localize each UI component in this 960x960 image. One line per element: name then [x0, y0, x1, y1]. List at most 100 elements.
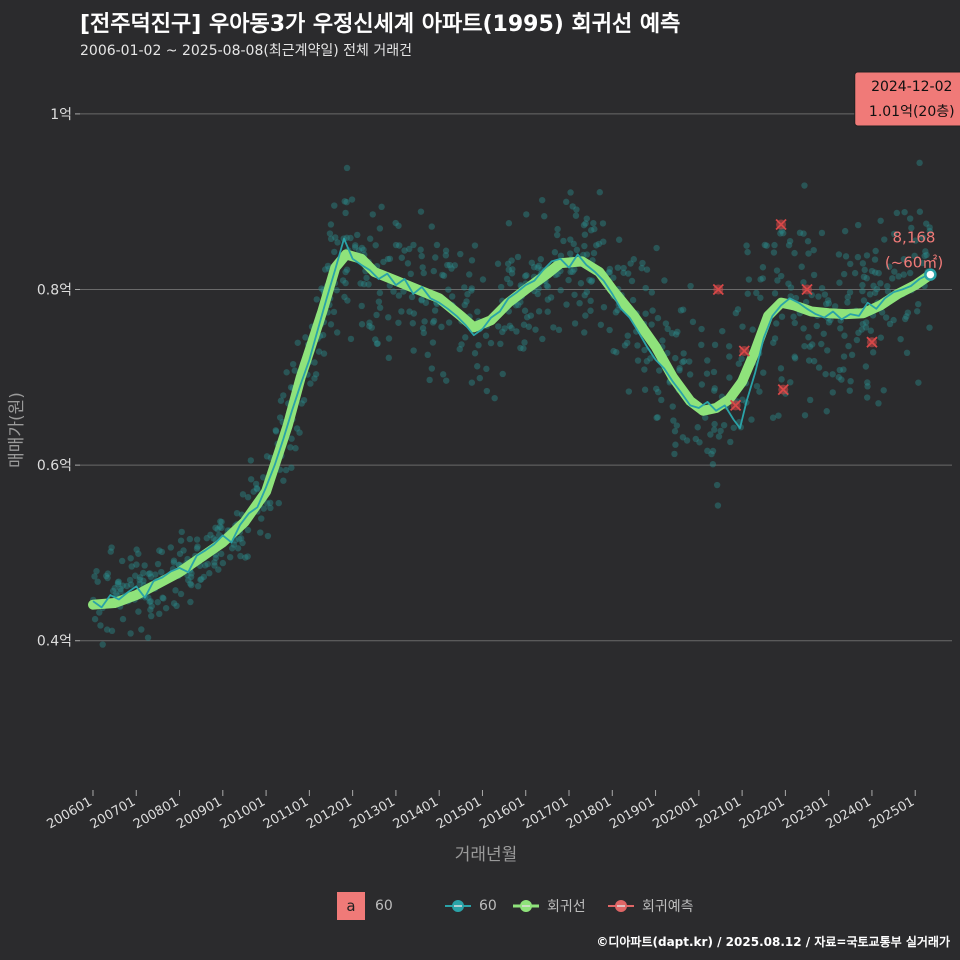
scatter-point — [890, 230, 898, 238]
scatter-point — [476, 374, 484, 382]
scatter-point — [704, 357, 711, 364]
scatter-point — [625, 388, 633, 395]
scatter-point — [864, 379, 871, 386]
x-tick-label: 200601 — [44, 794, 94, 832]
scatter-point — [720, 421, 728, 429]
scatter-point — [571, 320, 579, 327]
scatter-point — [508, 270, 516, 277]
scatter-point — [237, 552, 244, 560]
scatter-point — [351, 244, 359, 251]
scatter-point — [913, 308, 921, 315]
scatter-point — [296, 429, 303, 436]
scatter-point — [715, 433, 723, 440]
scatter-point — [709, 461, 717, 468]
scatter-point — [534, 290, 541, 298]
x-tick-label: 201301 — [347, 794, 397, 832]
scatter-point — [247, 457, 255, 464]
scatter-point — [302, 334, 309, 341]
scatter-point — [590, 249, 598, 257]
scatter-point — [661, 277, 668, 284]
scatter-point — [597, 321, 605, 328]
scatter-point — [926, 224, 933, 231]
scatter-point — [877, 217, 884, 224]
scatter-point — [333, 287, 340, 294]
scatter-point — [456, 345, 463, 353]
scatter-point — [332, 234, 339, 241]
scatter-point — [288, 464, 295, 471]
scatter-point — [614, 306, 621, 314]
scatter-point — [886, 320, 894, 328]
scatter-point — [714, 502, 722, 509]
scatter-point — [202, 562, 209, 569]
scatter-point — [147, 606, 154, 613]
scatter-point — [212, 554, 220, 562]
scatter-point — [428, 365, 436, 372]
scatter-point — [483, 365, 490, 373]
scatter-point — [664, 325, 671, 333]
scatter-point — [581, 231, 589, 238]
scatter-point — [557, 287, 564, 294]
scatter-point — [822, 300, 830, 308]
scatter-point — [333, 329, 341, 336]
scatter-point — [449, 293, 456, 300]
scatter-point — [686, 371, 694, 378]
scatter-point — [581, 242, 588, 250]
x-tick-label: 200901 — [174, 794, 224, 832]
scatter-point — [445, 319, 453, 326]
scatter-point — [376, 289, 384, 297]
scatter-point — [668, 329, 676, 337]
scatter-point — [339, 277, 347, 284]
scatter-point — [136, 580, 143, 588]
scatter-point — [331, 202, 338, 209]
x-tick-label: 201501 — [434, 794, 484, 832]
scatter-point — [214, 526, 221, 533]
scatter-point — [739, 323, 746, 330]
scatter-point — [547, 294, 555, 301]
scatter-point — [204, 560, 211, 568]
scatter-point — [378, 203, 385, 211]
scatter-point — [753, 382, 761, 390]
scatter-point — [99, 641, 106, 648]
scatter-point — [503, 275, 511, 283]
scatter-point — [497, 340, 504, 348]
scatter-point — [854, 253, 862, 261]
scatter-point — [360, 246, 367, 253]
scatter-point — [400, 288, 407, 295]
scatter-point — [624, 332, 631, 339]
scatter-point — [757, 294, 764, 301]
y-tick-label: 1억 — [50, 107, 72, 123]
scatter-point — [127, 555, 134, 562]
scatter-point — [244, 526, 252, 534]
scatter-point — [401, 247, 408, 254]
scatter-point — [647, 355, 654, 362]
scatter-point — [324, 262, 332, 270]
scatter-point — [206, 570, 213, 577]
scatter-point — [583, 288, 591, 296]
scatter-point — [595, 240, 603, 248]
scatter-point — [796, 229, 804, 237]
x-tick-label: 202401 — [823, 794, 873, 832]
scatter-point — [900, 271, 907, 278]
scatter-point — [836, 366, 843, 374]
scatter-point — [634, 342, 641, 349]
grid-lines — [75, 113, 952, 796]
x-tick-label: 201701 — [521, 794, 571, 832]
scatter-point — [418, 297, 425, 304]
scatter-point — [114, 580, 122, 588]
scatter-point — [836, 279, 843, 286]
scatter-point — [341, 293, 348, 301]
scatter-point — [200, 573, 208, 581]
scatter-point — [656, 367, 663, 374]
scatter-point — [180, 547, 187, 554]
scatter-point — [158, 568, 165, 576]
scatter-point — [247, 476, 255, 483]
y-tick-label: 0.6억 — [37, 458, 72, 474]
scatter-point — [327, 221, 335, 228]
scatter-point — [385, 354, 392, 362]
scatter-point — [871, 289, 879, 296]
scatter-point — [851, 269, 859, 277]
scatter-point — [743, 242, 750, 249]
scatter-point — [600, 303, 608, 311]
forecast-cross — [866, 336, 878, 348]
series-line — [92, 237, 929, 609]
